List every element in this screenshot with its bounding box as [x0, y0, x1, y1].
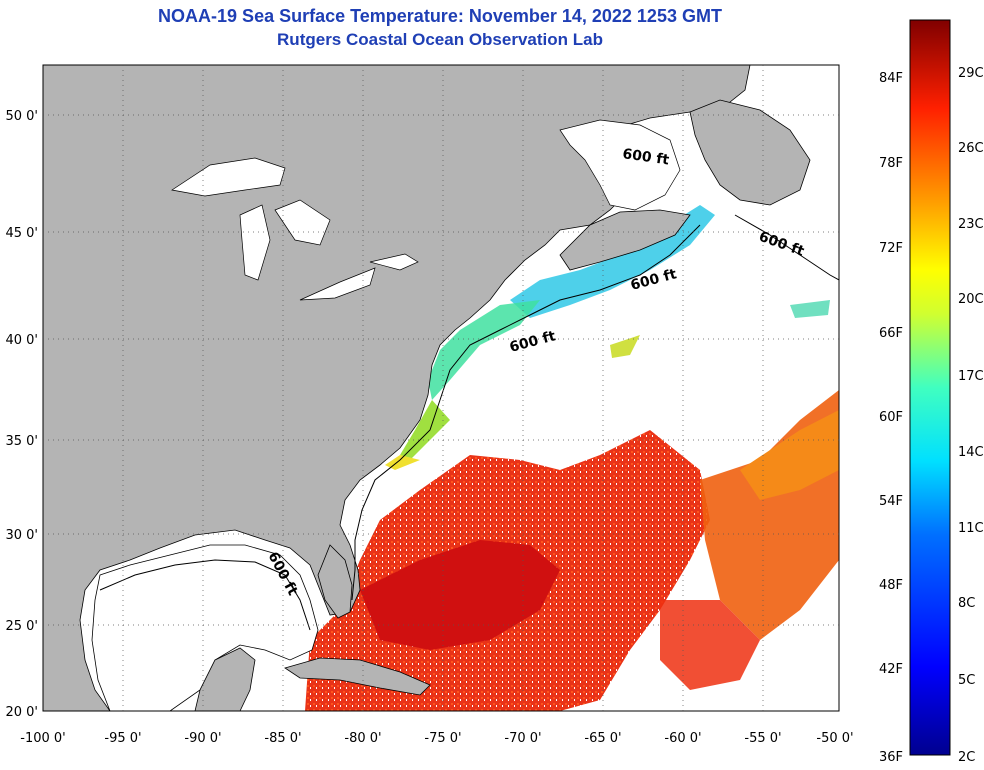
colorbar-f-label: 66F [879, 326, 903, 341]
colorbar-c-label: 17C [958, 369, 984, 384]
map-subtitle: Rutgers Coastal Ocean Observation Lab [277, 30, 603, 49]
lon-tick-label: -95 0' [104, 731, 141, 746]
colorbar-gradient [909, 19, 951, 756]
lon-tick-label: -75 0' [424, 731, 461, 746]
land-florida [317, 544, 353, 619]
colorbar-f-label: 60F [879, 410, 903, 425]
colorbar-f-label: 36F [879, 750, 903, 765]
colorbar-c-label: 14C [958, 445, 984, 460]
colorbar-c-label: 8C [958, 596, 975, 611]
lon-tick-label: -90 0' [184, 731, 221, 746]
colorbar-c-label: 26C [958, 141, 984, 156]
colorbar-f-label: 42F [879, 662, 903, 677]
land-cuba [284, 657, 431, 696]
colorbar-c-label: 5C [958, 673, 975, 688]
land-nova-scotia [559, 209, 691, 271]
water-gulf-of-mexico [91, 544, 319, 711]
lat-tick-label: 40 0' [5, 333, 38, 348]
map-title: NOAA-19 Sea Surface Temperature: Novembe… [158, 6, 722, 26]
lon-tick-label: -85 0' [264, 731, 301, 746]
lon-axis: -100 0' -95 0' -90 0' -85 0' -80 0' -75 … [20, 731, 853, 746]
colorbar-f-label: 78F [879, 156, 903, 171]
colorbar-c-label: 29C [958, 66, 984, 81]
land-yucatan [194, 647, 256, 711]
lat-tick-label: 30 0' [5, 528, 38, 543]
lon-tick-label: -100 0' [20, 731, 65, 746]
lon-tick-label: -80 0' [344, 731, 381, 746]
colorbar-c-label: 2C [958, 750, 975, 765]
lon-tick-label: -70 0' [504, 731, 541, 746]
lon-tick-label: -60 0' [664, 731, 701, 746]
lat-tick-label: 45 0' [5, 226, 38, 241]
great-lakes [171, 157, 419, 301]
sst-warm-region [305, 390, 839, 711]
600ft-contour [99, 214, 839, 631]
lon-tick-label: -50 0' [816, 731, 853, 746]
contour-label: 600 ft [621, 146, 670, 168]
lat-axis: 20 0' 25 0' 30 0' 35 0' 40 0' 45 0' 50 0… [5, 109, 38, 720]
land-newfoundland [689, 99, 811, 206]
colorbar: 84F 78F 72F 66F 60F 54F 48F 42F 36F 29C … [879, 19, 984, 765]
colorbar-c-label: 11C [958, 521, 984, 536]
colorbar-f-label: 54F [879, 494, 903, 509]
lon-tick-label: -65 0' [584, 731, 621, 746]
lat-tick-label: 20 0' [5, 705, 38, 720]
lat-tick-label: 35 0' [5, 434, 38, 449]
colorbar-f-label: 72F [879, 241, 903, 256]
lat-tick-label: 50 0' [5, 109, 38, 124]
lon-tick-label: -55 0' [744, 731, 781, 746]
colorbar-f-label: 84F [879, 71, 903, 86]
lat-tick-label: 25 0' [5, 619, 38, 634]
water-st-lawrence [559, 119, 681, 211]
colorbar-c-label: 20C [958, 292, 984, 307]
colorbar-f-label: 48F [879, 578, 903, 593]
colorbar-c-label: 23C [958, 217, 984, 232]
